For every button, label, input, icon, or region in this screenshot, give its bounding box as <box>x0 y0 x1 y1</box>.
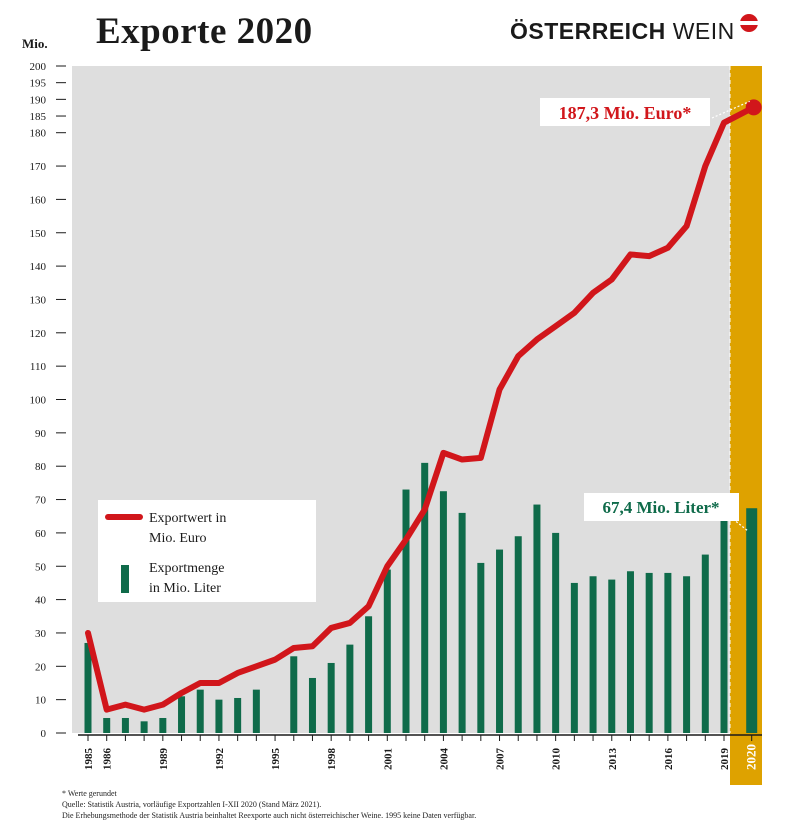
bar-exportmenge <box>121 717 129 733</box>
x-tick-label: 1998 <box>326 748 338 771</box>
y-tick-label: 10 <box>35 695 47 707</box>
bar-exportmenge <box>514 536 522 733</box>
chart-title: Exporte 2020 <box>96 11 313 52</box>
y-tick-label: 110 <box>30 361 47 373</box>
annotation-value-leader <box>711 100 750 119</box>
footnote-source: Quelle: Statistik Austria, vorläufige Ex… <box>62 800 322 809</box>
bar-exportmenge <box>234 697 242 733</box>
x-tick-label: 2013 <box>607 748 619 771</box>
bar-exportmenge <box>458 512 466 733</box>
bar-exportmenge <box>308 677 316 733</box>
y-tick-label: 130 <box>30 294 47 306</box>
legend-bar-swatch <box>121 565 129 593</box>
y-tick-label: 195 <box>30 78 47 90</box>
y-tick-label: 180 <box>30 128 47 140</box>
bar-exportmenge <box>103 717 111 733</box>
y-tick-label: 50 <box>35 561 47 573</box>
bar-exportmenge <box>365 616 373 733</box>
x-tick-label: 1989 <box>158 748 170 771</box>
y-tick-label: 120 <box>30 328 47 340</box>
bar-exportmenge <box>178 696 186 733</box>
y-tick-label: 80 <box>35 461 47 473</box>
y-axis-label: Mio. <box>22 36 48 51</box>
y-tick-label: 185 <box>30 111 47 123</box>
bar-exportmenge <box>496 549 504 733</box>
line-exportwert <box>85 105 755 713</box>
x-tick-label: 2010 <box>551 748 563 771</box>
y-tick-label: 70 <box>35 495 47 507</box>
chart-area: 0 10 20 30 40 50 60 70 80 90 100 110 120 130 140 150 160… <box>22 36 762 785</box>
bar-exportmenge <box>746 508 758 733</box>
y-tick-label: 40 <box>35 595 47 607</box>
y-tick-label: 90 <box>35 428 47 440</box>
bar-exportmenge <box>421 462 429 733</box>
bar-exportmenge <box>626 571 634 733</box>
x-tick-label: 1985 <box>83 748 95 771</box>
x-tick-label: 2004 <box>438 748 450 771</box>
bar-exportmenge <box>383 569 391 733</box>
bar-exportmenge <box>159 717 167 733</box>
y-tick-label: 200 <box>30 61 47 73</box>
bar-exportmenge <box>84 642 92 733</box>
bar-exportmenge <box>645 572 653 733</box>
annotation-value-box <box>540 98 710 126</box>
y-tick-label: 150 <box>30 228 47 240</box>
y-tick-label: 100 <box>30 395 47 407</box>
legend-label-exportwert: Exportwert in Mio. Euro <box>149 511 226 546</box>
bar-exportmenge <box>439 491 447 733</box>
bar-exportmenge <box>196 689 204 733</box>
annotation-volume-label: 67,4 Mio. Liter* <box>602 498 719 517</box>
y-tick-label: 0 <box>41 728 47 740</box>
annotation-volume-leader <box>732 518 749 532</box>
footnotes: * Werte gerundet Quelle: Statistik Austr… <box>62 788 476 821</box>
brand-logo: ÖSTERREICH WEIN <box>510 18 735 45</box>
logo-text-bold: ÖSTERREICH <box>510 18 666 44</box>
x-tick-label: 2016 <box>663 748 675 771</box>
bar-exportmenge <box>252 689 260 733</box>
y-tick-label: 170 <box>30 161 47 173</box>
footnote-method: Die Erhebungsmethode der Statistik Austr… <box>62 811 477 820</box>
bar-exportmenge <box>608 579 616 733</box>
annotation-volume-box <box>584 493 739 521</box>
y-tick-label: 30 <box>35 628 47 640</box>
bar-exportmenge <box>570 582 578 733</box>
y-tick-label: 160 <box>30 194 47 206</box>
flag-badge-icon <box>740 14 758 32</box>
annotation-value-label: 187,3 Mio. Euro* <box>559 103 692 123</box>
x-tick-label: 1986 <box>102 748 114 771</box>
y-tick-label: 60 <box>35 528 47 540</box>
bar-exportmenge <box>533 504 541 733</box>
bar-exportmenge <box>290 656 298 733</box>
y-tick-label: 20 <box>35 661 47 673</box>
bar-exportmenge <box>215 699 223 733</box>
logo-text-light: WEIN <box>672 18 735 44</box>
plot-background <box>72 66 730 733</box>
bar-exportmenge <box>683 576 691 733</box>
footnote-rounded: * Werte gerundet <box>62 789 117 798</box>
y-tick-label: 140 <box>30 261 47 273</box>
legend-label-exportmenge: Exportmenge in Mio. Liter <box>149 561 224 596</box>
bar-exportmenge <box>327 662 335 733</box>
x-tick-label: 2001 <box>382 748 394 770</box>
x-tick-label: 1992 <box>214 748 226 771</box>
line-end-marker <box>745 99 762 116</box>
y-tick-label: 190 <box>30 94 47 106</box>
bar-exportmenge <box>477 562 485 733</box>
x-tick-label: 2007 <box>495 748 507 771</box>
bar-exportmenge <box>140 721 148 733</box>
x-tick-label: 1995 <box>270 748 282 771</box>
bar-exportmenge <box>701 554 709 733</box>
bar-exportmenge <box>589 576 597 733</box>
bar-exportmenge <box>720 517 728 733</box>
x-tick-label: 2019 <box>719 748 731 771</box>
bar-exportmenge <box>664 572 672 733</box>
x-tick-label: 2020 <box>744 744 759 770</box>
bar-exportmenge <box>346 644 354 733</box>
bar-exportmenge <box>402 489 410 733</box>
bar-exportmenge <box>552 532 560 733</box>
